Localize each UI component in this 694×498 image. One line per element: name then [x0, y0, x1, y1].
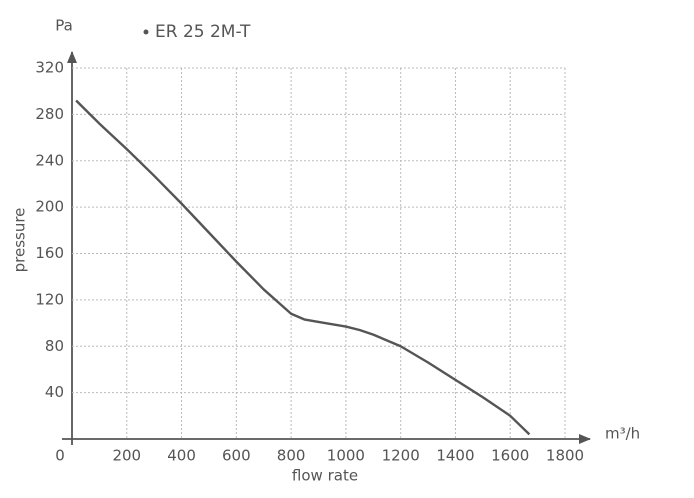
x-tick-label: 1000 [327, 447, 365, 465]
x-tick-label: 1400 [436, 447, 474, 465]
y-tick-label: 320 [35, 59, 64, 77]
x-tick-label: 0 [55, 447, 65, 465]
x-label: flow rate [292, 467, 358, 485]
y-tick-label: 200 [35, 198, 64, 216]
x-tick-label: 200 [112, 447, 141, 465]
legend-bullet [143, 29, 149, 35]
y-tick-label: 240 [35, 151, 64, 169]
x-tick-label: 600 [222, 447, 251, 465]
x-unit: m³/h [605, 425, 640, 443]
y-tick-label: 280 [35, 105, 64, 123]
x-tick-label: 800 [277, 447, 306, 465]
data-line [75, 99, 531, 436]
y-tick-label: 120 [35, 290, 64, 308]
y-label: pressure [11, 208, 29, 273]
x-tick-label: 1800 [546, 447, 584, 465]
x-tick-label: 400 [167, 447, 196, 465]
legend-entry: ER 25 2M-T [155, 22, 251, 42]
y-tick-label: 160 [35, 244, 64, 262]
y-tick-label: 80 [45, 337, 64, 355]
y-tick-label: 40 [45, 383, 64, 401]
y-unit: Pa [55, 17, 73, 35]
x-tick-label: 1200 [382, 447, 420, 465]
x-tick-label: 1600 [491, 447, 529, 465]
